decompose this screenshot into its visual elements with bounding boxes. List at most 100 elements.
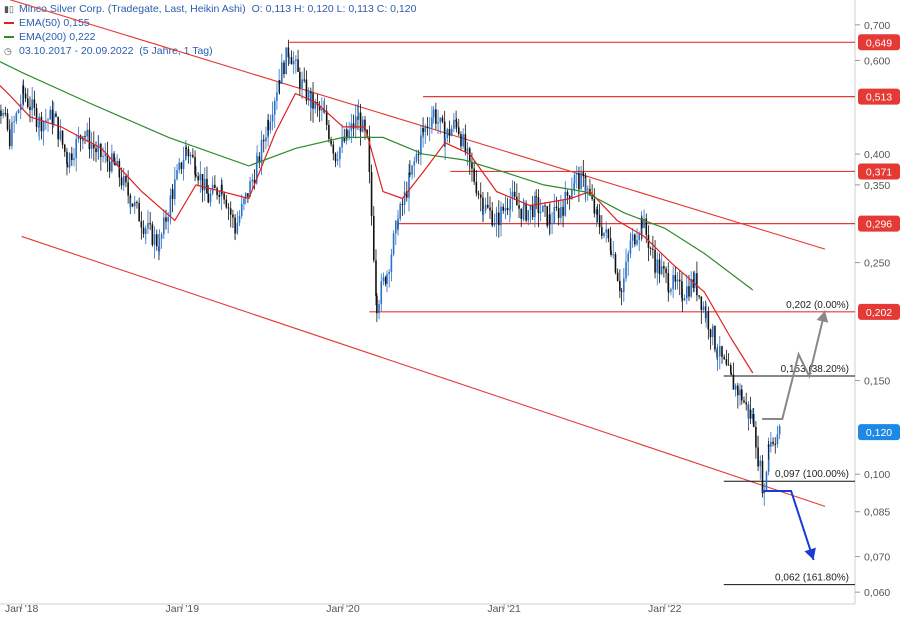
- candle-body: [403, 191, 406, 205]
- candle-body: [160, 234, 163, 239]
- candle-body: [408, 172, 410, 198]
- projection-down-arrow-head: [804, 547, 816, 560]
- candle-body: [307, 91, 310, 101]
- candle-body: [334, 157, 337, 161]
- candle-body: [382, 277, 385, 282]
- legend-ema50-row: EMA(50) 0,155: [4, 16, 416, 30]
- candle-body: [225, 199, 228, 208]
- y-tick-label: 0,100: [864, 469, 890, 481]
- candle-body: [271, 114, 274, 122]
- candle-body: [334, 153, 337, 158]
- candle-body: [328, 124, 330, 140]
- clock-icon: ◷: [4, 46, 12, 56]
- candle-body: [323, 108, 325, 113]
- candle-body: [240, 203, 243, 216]
- candle-body: [468, 157, 471, 163]
- candle-body: [732, 374, 735, 390]
- x-tick-label: Jan '19: [166, 603, 200, 615]
- candle-body: [40, 116, 43, 132]
- candle-body: [627, 253, 630, 262]
- candle-body: [560, 207, 562, 218]
- candle-body: [759, 460, 762, 467]
- candle-body: [301, 79, 303, 89]
- candle-body: [455, 121, 458, 128]
- candle-body: [113, 153, 115, 162]
- y-axis: 0,700 0,600 0,400 0,350 0,250 0,150 0,100 0,085…: [855, 20, 890, 599]
- instrument-title: Minco Silver Corp. (Tradegate, Last, Hei…: [19, 3, 246, 15]
- candle-body: [665, 268, 667, 274]
- candle-body: [354, 116, 357, 129]
- candle-body: [11, 122, 13, 147]
- candle-body: [437, 122, 439, 124]
- candle-body: [568, 195, 571, 199]
- candle-body: [203, 178, 206, 191]
- candle-body: [674, 275, 677, 282]
- x-tick-label: Jan '20: [326, 603, 360, 615]
- candle-body: [493, 223, 496, 226]
- ema50-line: [0, 84, 754, 374]
- candle-body: [84, 136, 86, 138]
- candle-body: [153, 234, 156, 245]
- candle-body: [195, 174, 197, 177]
- x-tick-label: Jan '18: [5, 603, 39, 615]
- candle-body: [741, 389, 743, 401]
- candle-body: [221, 184, 223, 194]
- candle-body: [614, 254, 617, 273]
- y-tick-label: 0,350: [864, 180, 890, 192]
- candle-body: [729, 365, 732, 373]
- candle-body: [739, 389, 741, 396]
- candle-body: [658, 259, 661, 275]
- candle-body: [596, 209, 599, 216]
- candle-body: [473, 168, 475, 182]
- candle-body: [120, 177, 123, 186]
- candle-body: [462, 134, 464, 147]
- candle-body: [745, 402, 748, 405]
- candle-body: [314, 101, 317, 109]
- candle-body: [269, 121, 272, 131]
- candle-body: [364, 119, 366, 131]
- candle-body: [283, 62, 285, 75]
- candle-body: [534, 196, 536, 218]
- candle-body: [683, 298, 686, 301]
- candle-body: [464, 134, 467, 152]
- candle-body: [223, 193, 225, 200]
- candle-body: [292, 60, 295, 65]
- candle-body: [192, 154, 194, 157]
- candle-body: [93, 144, 95, 149]
- candle-body: [453, 119, 455, 129]
- candle-body: [573, 183, 575, 191]
- candle-body: [26, 98, 29, 107]
- candle-body: [439, 117, 442, 123]
- candle-body: [51, 109, 54, 125]
- fib-label: 0,062 (161.80%): [775, 573, 849, 584]
- candle-body: [47, 119, 49, 121]
- candle-body: [52, 113, 55, 125]
- candle-body: [35, 107, 38, 127]
- candle-body: [504, 207, 507, 211]
- current-price-label: 0,120: [866, 427, 892, 439]
- candle-body: [409, 172, 411, 175]
- candle-body: [405, 191, 408, 198]
- candle-body: [256, 156, 258, 164]
- candle-body: [332, 144, 335, 154]
- candle-body: [432, 109, 435, 118]
- candle-body: [711, 326, 714, 338]
- candle-body: [609, 238, 612, 251]
- candle-body: [656, 259, 659, 273]
- candle-body: [278, 80, 280, 93]
- candle-body: [498, 212, 500, 226]
- candle-body: [244, 193, 247, 199]
- candle-body: [151, 224, 154, 245]
- candle-body: [466, 148, 469, 152]
- candle-body: [580, 172, 582, 190]
- level-tag: [858, 163, 900, 180]
- candle-body: [86, 129, 89, 137]
- candle-body: [176, 170, 178, 180]
- candle-body: [104, 153, 107, 157]
- candle-body: [690, 279, 692, 297]
- candle-body: [285, 47, 287, 75]
- candle-body: [158, 238, 161, 252]
- level-tag: [858, 34, 900, 51]
- candle-body: [22, 85, 25, 94]
